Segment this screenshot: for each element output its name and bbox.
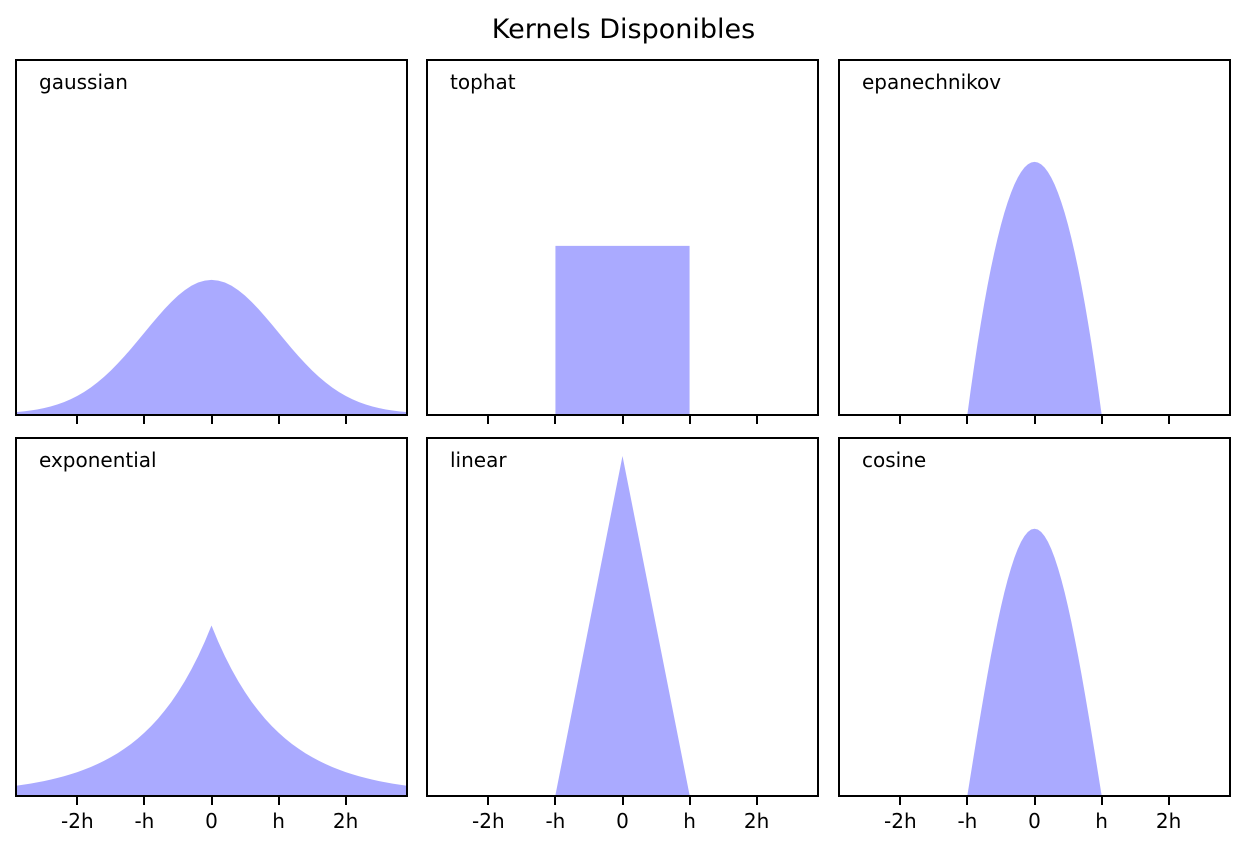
x-tick-label: -h (545, 809, 566, 833)
x-tick-label: 0 (205, 809, 218, 833)
x-axis-ticks: -2h -h 0 h 2h (428, 797, 817, 837)
x-tick-mark (688, 416, 691, 424)
x-axis-ticks: -2h -h 0 h 2h (840, 797, 1229, 837)
x-tick-mark (899, 416, 902, 424)
kernel-name-label: linear (450, 448, 507, 472)
x-tick-mark (621, 416, 624, 424)
x-tick-label: 2h (743, 809, 770, 833)
subplot-gaussian: gaussian (15, 59, 408, 424)
subplot-tophat: tophat (426, 59, 819, 424)
subplot-exponential: exponential -2h -h 0 h 2h (15, 437, 408, 833)
x-tick-mark (755, 416, 758, 424)
x-tick-mark (277, 416, 280, 424)
x-tick-mark (277, 797, 280, 805)
x-tick-mark (966, 416, 969, 424)
x-tick-mark (143, 797, 146, 805)
cosine-kernel-curve (840, 528, 1229, 795)
subplot-epanechnikov: epanechnikov (838, 59, 1231, 424)
x-tick-mark (210, 797, 213, 805)
epanechnikov-kernel-curve (840, 161, 1229, 414)
x-tick-mark (487, 797, 490, 805)
linear-kernel-curve (428, 455, 817, 795)
x-tick-mark (1100, 797, 1103, 805)
x-tick-mark (899, 797, 902, 805)
x-tick-mark (554, 416, 557, 424)
subplot-linear: linear -2h -h 0 h 2h (426, 437, 819, 833)
x-tick-mark (755, 797, 758, 805)
kernel-name-label: tophat (450, 70, 516, 94)
x-tick-mark (1100, 416, 1103, 424)
x-tick-label: 0 (1028, 809, 1041, 833)
x-tick-mark (344, 797, 347, 805)
x-tick-label: -2h (61, 809, 94, 833)
x-tick-mark (210, 416, 213, 424)
kernel-name-label: epanechnikov (862, 70, 1002, 94)
x-tick-mark (344, 416, 347, 424)
x-tick-mark (1167, 797, 1170, 805)
x-tick-mark (1033, 797, 1036, 805)
x-tick-label: 2h (1155, 809, 1182, 833)
x-tick-mark (487, 416, 490, 424)
kernel-name-label: cosine (862, 448, 927, 472)
chart-title: Kernels Disponibles (491, 14, 756, 45)
x-tick-label: 0 (616, 809, 629, 833)
gaussian-kernel-curve (17, 279, 406, 414)
x-axis-ticks: -2h -h 0 h 2h (17, 797, 406, 837)
x-tick-mark (76, 797, 79, 805)
x-tick-label: h (683, 809, 696, 833)
x-tick-mark (143, 416, 146, 424)
exponential-kernel-curve (17, 625, 406, 795)
x-tick-mark (966, 797, 969, 805)
subplot-cosine: cosine -2h -h 0 h 2h (838, 437, 1231, 833)
tophat-kernel-curve (428, 245, 817, 414)
x-tick-label: 2h (332, 809, 359, 833)
x-tick-mark (688, 797, 691, 805)
x-tick-label: -2h (884, 809, 917, 833)
x-tick-mark (554, 797, 557, 805)
x-tick-mark (1033, 416, 1036, 424)
x-tick-label: -h (134, 809, 155, 833)
x-tick-label: h (272, 809, 285, 833)
kernel-name-label: exponential (39, 448, 157, 472)
x-tick-mark (76, 416, 79, 424)
x-tick-mark (621, 797, 624, 805)
x-tick-label: -h (957, 809, 978, 833)
x-tick-label: -2h (472, 809, 505, 833)
x-tick-label: h (1095, 809, 1108, 833)
kernel-name-label: gaussian (39, 70, 128, 94)
x-tick-mark (1167, 416, 1170, 424)
